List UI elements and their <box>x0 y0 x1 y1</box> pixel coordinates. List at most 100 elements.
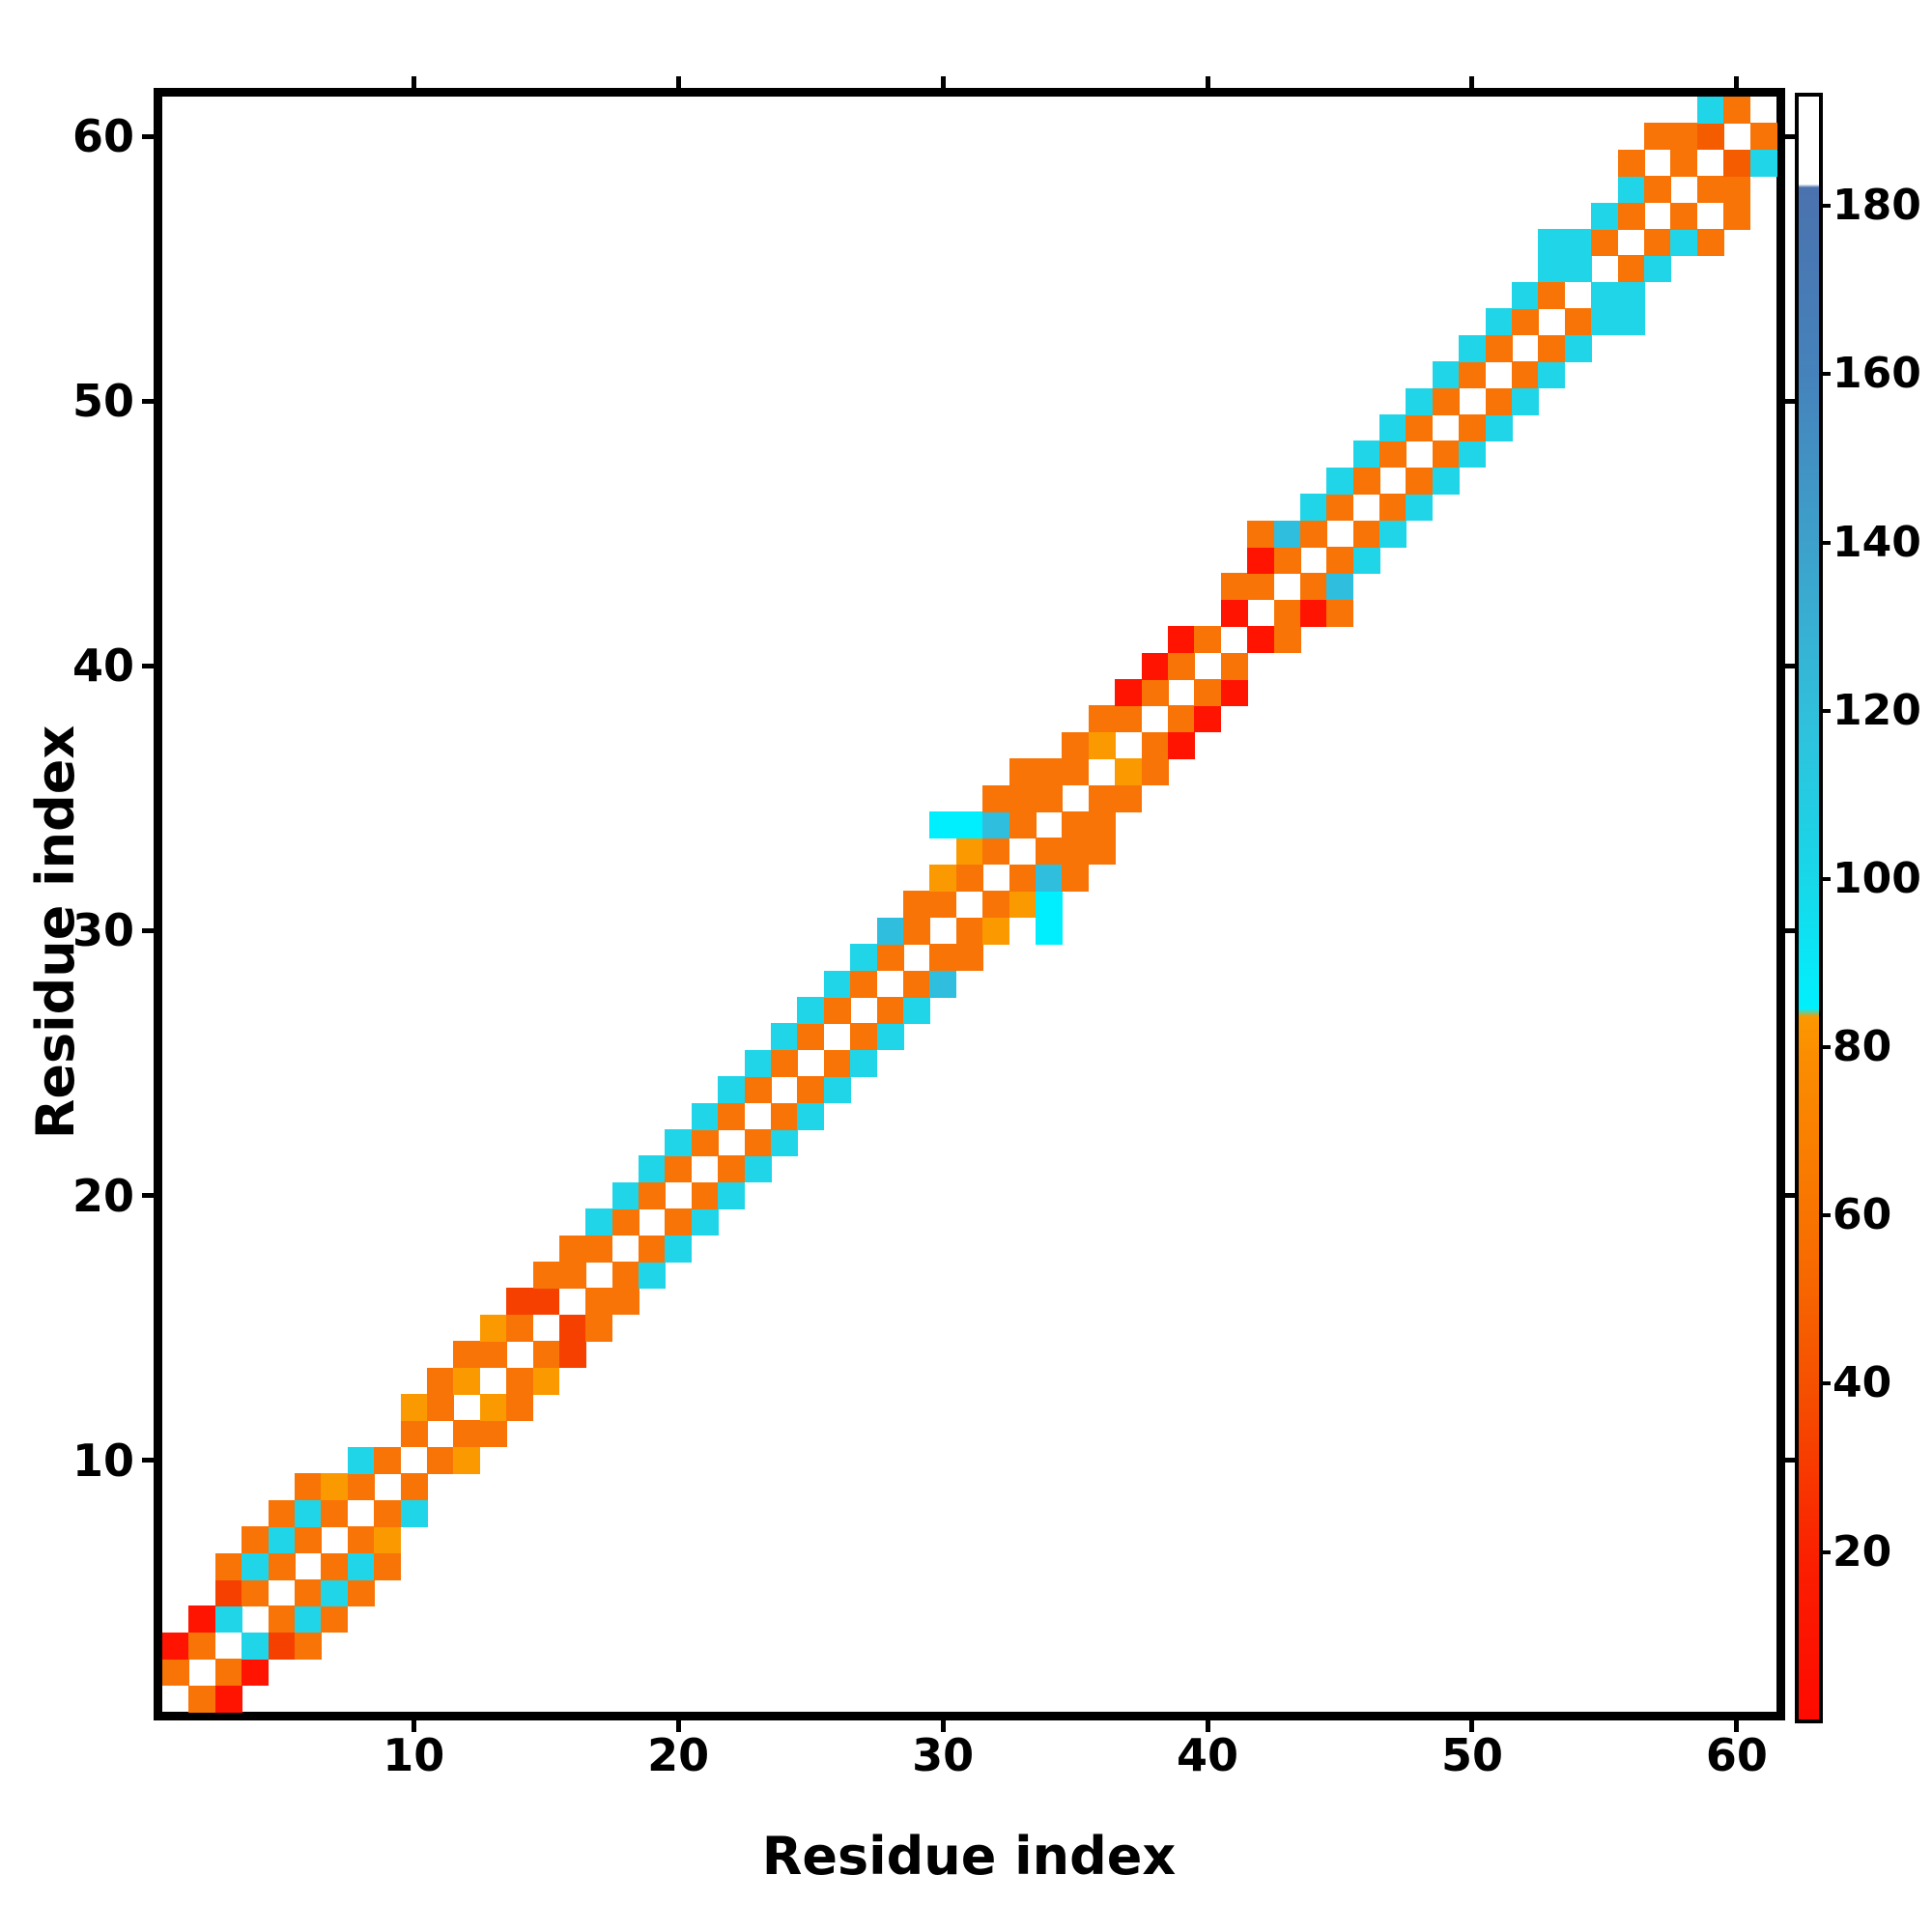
contact-cell <box>347 1526 375 1554</box>
x-axis-top-tick <box>1734 76 1740 88</box>
contact-cell <box>242 1578 270 1606</box>
contact-cell <box>347 1473 375 1501</box>
y-axis-tick-label: 10 <box>71 1434 134 1487</box>
y-axis-tick-label: 50 <box>71 375 134 428</box>
contact-cell <box>1670 202 1698 230</box>
colorbar-gradient <box>1799 97 1819 1719</box>
contact-cell <box>1035 758 1063 786</box>
contact-cell <box>691 1208 719 1236</box>
contact-cell <box>1749 149 1777 177</box>
contact-cell <box>188 1632 216 1660</box>
x-axis-tick-label: 10 <box>383 1729 445 1781</box>
colorbar-tick-label: 160 <box>1833 349 1921 399</box>
contact-cell <box>929 970 957 998</box>
colorbar-tick-label: 140 <box>1833 517 1921 567</box>
colorbar-tick-label: 20 <box>1833 1526 1892 1577</box>
x-axis-tick-label: 20 <box>647 1729 710 1781</box>
contact-cell <box>426 1394 454 1422</box>
contact-cell <box>1141 652 1169 680</box>
contact-cell <box>1696 97 1724 124</box>
contact-cell <box>850 944 878 972</box>
contact-cell <box>1273 546 1301 574</box>
contact-cell <box>665 1208 693 1236</box>
contact-cell <box>1432 440 1460 469</box>
contact-cell <box>453 1446 481 1474</box>
x-axis-top-tick <box>940 76 946 88</box>
contact-cell <box>1538 255 1566 283</box>
contact-cell <box>1220 573 1248 601</box>
contact-cell <box>665 1235 693 1263</box>
colorbar-tick-label: 60 <box>1833 1190 1892 1240</box>
contact-cell <box>1617 255 1645 283</box>
plot-frame <box>154 88 1785 1720</box>
contact-cell <box>1247 626 1275 654</box>
contact-cell <box>1723 176 1751 204</box>
colorbar-tick <box>1819 204 1831 209</box>
contact-cell <box>718 1181 746 1209</box>
contact-cell <box>400 1394 428 1422</box>
contact-cell <box>1670 229 1698 257</box>
contact-cell <box>1088 784 1116 812</box>
contact-cell <box>823 1049 851 1077</box>
contact-cell <box>268 1552 296 1580</box>
contact-cell <box>611 1181 639 1209</box>
contact-cell <box>1141 679 1169 707</box>
contact-cell <box>1617 149 1645 177</box>
contact-cell <box>1326 546 1354 574</box>
contact-cell <box>374 1552 402 1580</box>
contact-cell <box>1273 520 1301 548</box>
contact-cell <box>1062 731 1090 759</box>
contact-cell <box>1115 784 1143 812</box>
contact-cell <box>1617 202 1645 230</box>
contact-cell <box>1035 784 1063 812</box>
contact-cell <box>982 891 1010 919</box>
contact-cell <box>347 1578 375 1606</box>
contact-cell <box>1696 176 1724 204</box>
y-axis-tick-label: 20 <box>71 1169 134 1222</box>
contact-cell <box>1326 573 1354 601</box>
contact-cell <box>532 1367 560 1395</box>
y-axis-right-tick <box>1785 1458 1797 1463</box>
contact-cell <box>691 1102 719 1130</box>
contact-cell <box>850 1049 878 1077</box>
contact-cell <box>744 1128 772 1156</box>
x-axis-tick-label: 30 <box>912 1729 975 1781</box>
contact-cell <box>1696 123 1724 151</box>
contact-cell <box>321 1499 349 1527</box>
contact-cell <box>1538 334 1566 362</box>
contact-cell <box>1459 361 1487 389</box>
x-axis-top-tick <box>411 76 416 88</box>
contact-cell <box>1644 176 1672 204</box>
contact-cell <box>506 1288 534 1316</box>
contact-cell <box>1167 705 1195 733</box>
colorbar-tick-label: 100 <box>1833 853 1921 903</box>
contact-cell <box>558 1314 586 1342</box>
x-axis-top-tick <box>1205 76 1210 88</box>
x-axis-tick <box>411 1720 416 1732</box>
contact-cell <box>214 1605 242 1634</box>
contact-cell <box>771 1102 799 1130</box>
contact-cell <box>479 1314 507 1342</box>
x-axis-top-tick <box>675 76 681 88</box>
contact-cell <box>506 1367 534 1395</box>
contact-cell <box>1617 176 1645 204</box>
contact-cell <box>294 1473 322 1501</box>
colorbar <box>1795 93 1823 1723</box>
contact-cell <box>1617 308 1645 336</box>
contact-cell <box>611 1288 639 1316</box>
contact-cell <box>982 917 1010 945</box>
contact-cell <box>1220 652 1248 680</box>
contact-cell <box>955 811 983 839</box>
contact-cell <box>162 1632 189 1660</box>
contact-cell <box>268 1605 296 1634</box>
contact-cell <box>1512 308 1540 336</box>
contact-cell <box>1644 255 1672 283</box>
contact-cell <box>321 1552 349 1580</box>
contact-cell <box>1299 599 1327 627</box>
contact-cell <box>1062 758 1090 786</box>
contact-cell <box>982 784 1010 812</box>
contact-cell <box>1167 652 1195 680</box>
contact-cell <box>1194 679 1222 707</box>
contact-cell <box>400 1473 428 1501</box>
